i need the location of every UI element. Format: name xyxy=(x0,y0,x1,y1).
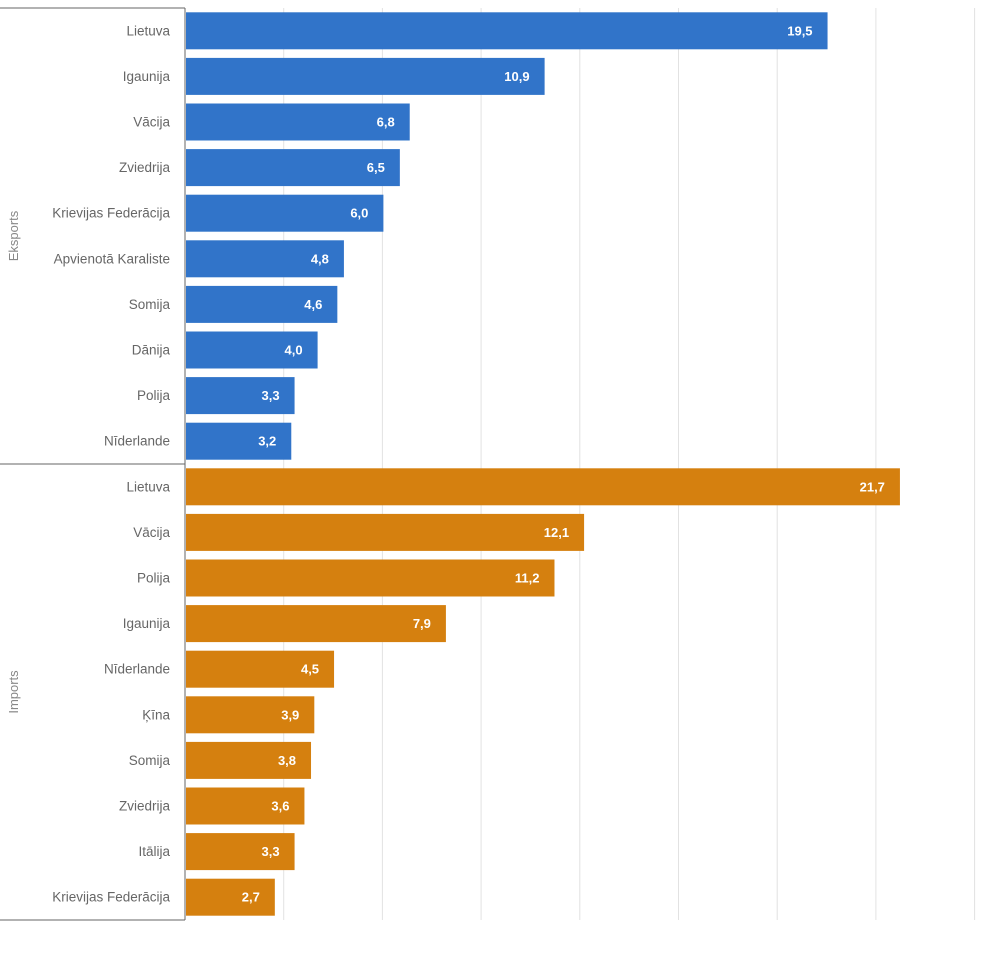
group-label: Imports xyxy=(6,670,21,714)
bar-imports-1 xyxy=(186,513,585,551)
bar-eksports-5 xyxy=(186,240,344,278)
category-label: Lietuva xyxy=(126,23,170,38)
bar-imports-4 xyxy=(186,650,335,688)
data-label: 3,3 xyxy=(261,388,279,403)
category-label: Itālija xyxy=(138,844,170,859)
bar-eksports-3 xyxy=(186,149,400,187)
category-label: Nīderlande xyxy=(104,434,170,449)
category-label: Apvienotā Karaliste xyxy=(54,251,170,266)
bar-eksports-1 xyxy=(186,57,545,95)
gridlines xyxy=(283,8,976,920)
data-label: 3,9 xyxy=(281,707,299,722)
data-label: 21,7 xyxy=(860,479,885,494)
category-label: Dānija xyxy=(132,343,171,358)
category-label: Vācija xyxy=(133,525,170,540)
data-label: 7,9 xyxy=(413,616,431,631)
category-label: Igaunija xyxy=(123,69,171,84)
category-label: Lietuva xyxy=(126,479,170,494)
data-label: 6,8 xyxy=(377,115,395,130)
data-label: 10,9 xyxy=(504,69,529,84)
category-label: Nīderlande xyxy=(104,662,170,677)
data-label: 11,2 xyxy=(515,571,540,586)
bar-imports-7 xyxy=(186,787,305,825)
data-label: 2,7 xyxy=(242,890,260,905)
data-label: 4,5 xyxy=(301,662,319,677)
bar-imports-2 xyxy=(186,559,555,597)
group-label: Eksports xyxy=(6,210,21,261)
data-label: 12,1 xyxy=(544,525,569,540)
bar-eksports-9 xyxy=(186,422,292,460)
bar-eksports-2 xyxy=(186,103,410,141)
category-label: Somija xyxy=(129,753,171,768)
bar-imports-8 xyxy=(186,833,295,871)
bars: 19,5 10,9 6,8 6,5 6,0 4,8 4,6 4,0 3,3 3,2 21,7 12,1… xyxy=(186,12,900,916)
bar-eksports-7 xyxy=(186,331,318,369)
bar-imports-3 xyxy=(186,605,446,643)
category-label: Igaunija xyxy=(123,616,171,631)
bar-eksports-4 xyxy=(186,194,384,232)
category-labels: Lietuva Igaunija Vācija Zviedrija Krievijas … xyxy=(6,23,170,904)
bar-eksports-6 xyxy=(186,285,338,323)
data-label: 6,0 xyxy=(350,206,368,221)
category-label: Zviedrija xyxy=(119,160,171,175)
category-label: Polija xyxy=(137,571,171,586)
bar-eksports-8 xyxy=(186,377,295,415)
category-label: Krievijas Federācija xyxy=(52,206,170,221)
data-label: 3,8 xyxy=(278,753,296,768)
category-label: Ķīna xyxy=(142,707,170,722)
bar-imports-6 xyxy=(186,741,312,779)
axis-frame xyxy=(0,7,186,921)
bar-imports-5 xyxy=(186,696,315,734)
bar-eksports-0 xyxy=(186,12,828,50)
category-label: Polija xyxy=(137,388,171,403)
data-label: 4,0 xyxy=(285,343,303,358)
data-label: 6,5 xyxy=(367,160,385,175)
bar-imports-0 xyxy=(186,468,900,506)
category-label: Krievijas Federācija xyxy=(52,890,170,905)
category-label: Vācija xyxy=(133,115,170,130)
bar-imports-9 xyxy=(186,878,275,916)
data-label: 3,2 xyxy=(258,434,276,449)
data-label: 19,5 xyxy=(787,23,812,38)
data-label: 4,6 xyxy=(304,297,322,312)
data-label: 3,6 xyxy=(271,799,289,814)
data-label: 3,3 xyxy=(261,844,279,859)
category-label: Zviedrija xyxy=(119,799,171,814)
data-label: 4,8 xyxy=(311,251,329,266)
category-label: Somija xyxy=(129,297,171,312)
